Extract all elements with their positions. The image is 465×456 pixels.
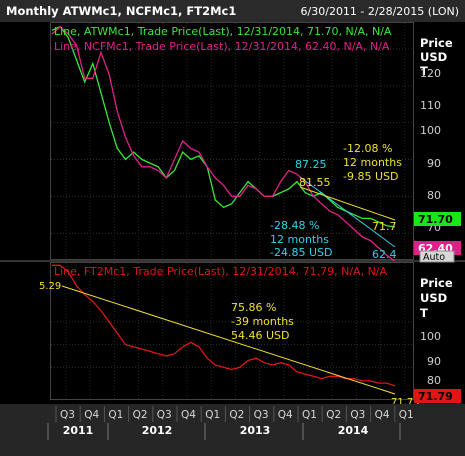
- bottom-annotations: 5.29 71.79 75.86 % -39 months 54.46 USD: [39, 281, 420, 408]
- yellow-end-value: 71.7: [372, 220, 397, 233]
- bottom-axis-title-unit: T: [420, 306, 428, 320]
- price-badge-atwmc1: 71.70: [414, 212, 461, 226]
- x-year-label: 2013: [240, 424, 271, 437]
- x-quarter-label: Q2: [326, 409, 341, 421]
- cyan-change-amount: -24.85 USD: [270, 246, 332, 259]
- series-line-ncfmc1: [51, 25, 396, 262]
- badge-ft2mc1-value: 71.79: [418, 390, 453, 403]
- yellow-start-value: 81.55: [299, 176, 331, 189]
- x-quarter-label: Q4: [278, 409, 293, 421]
- x-quarter-label: Q3: [60, 409, 75, 421]
- x-year-label: 2011: [63, 424, 94, 437]
- bottom-tick-80: 80: [427, 374, 441, 387]
- chart-title: Monthly ATWMc1, NCFMc1, FT2Mc1: [6, 4, 236, 18]
- x-quarter-label: Q3: [350, 409, 365, 421]
- date-range: 6/30/2011 - 2/28/2015 (LON): [301, 5, 459, 18]
- bottom-axis-title-price: Price: [420, 276, 453, 290]
- cyan-end-value: 62.4: [372, 248, 397, 261]
- top-tick-100: 100: [420, 124, 441, 137]
- bottom-plot-frame: [50, 262, 414, 400]
- legend-atwmc1: Line, ATWMc1, Trade Price(Last), 12/31/2…: [54, 25, 392, 38]
- top-tick-80: 80: [427, 189, 441, 202]
- cyan-start-value: 87.25: [295, 158, 327, 171]
- yellow-change-period: 12 months: [343, 156, 402, 169]
- top-axis-title-unit: T: [420, 64, 428, 78]
- x-axis-band: [0, 404, 465, 456]
- bottom-tick-100: 100: [420, 330, 441, 343]
- bottom-yellow-trendline: [61, 285, 396, 395]
- x-quarter-label: Q1: [205, 409, 220, 421]
- auto-button-bg: [419, 250, 455, 263]
- top-tick-120: 120: [420, 67, 441, 80]
- x-quarter-label: Q4: [181, 409, 196, 421]
- auto-scale-button[interactable]: Auto: [419, 250, 455, 263]
- x-year-label: 2014: [338, 424, 369, 437]
- cyan-change-period: 12 months: [270, 233, 329, 246]
- bottom-change-amount: 54.46 USD: [231, 329, 290, 342]
- bottom-tick-90: 90: [427, 355, 441, 368]
- bottom-axis-title-usd: USD: [420, 291, 447, 305]
- x-axis: Q3 Q4 Q1 Q2 Q3 Q4 Q1 Q2 Q3 Q4 Q1 Q2 Q3 Q4 Q1 2011 2012 20…: [47, 406, 414, 440]
- series-line-atwmc1: [51, 25, 396, 228]
- top-tick-90: 90: [427, 157, 441, 170]
- cyan-trendline: [299, 176, 396, 248]
- bottom-y-axis: Price USD T 100 90 80: [420, 276, 453, 387]
- x-quarter-label: Q1: [399, 409, 414, 421]
- legend-ft2mc1: Line, FT2Mc1, Trade Price(Last), 12/31/2…: [54, 265, 387, 278]
- yellow-trendline: [299, 186, 396, 221]
- yellow-change-amount: -9.85 USD: [343, 170, 398, 183]
- x-quarter-label: Q4: [375, 409, 390, 421]
- x-quarter-label: Q1: [302, 409, 317, 421]
- cyan-change-pct: -28.48 %: [270, 219, 319, 232]
- bottom-end-value: 71.79: [391, 397, 420, 408]
- header-bar: [0, 0, 465, 22]
- x-year-label: 2012: [142, 424, 173, 437]
- x-quarter-label: Q1: [108, 409, 123, 421]
- x-quarter-label: Q3: [254, 409, 269, 421]
- yellow-change-pct: -12.08 %: [343, 142, 392, 155]
- x-quarter-label: Q2: [133, 409, 148, 421]
- x-quarter-label: Q2: [229, 409, 244, 421]
- top-series-layer: [51, 25, 396, 262]
- bottom-start-value: 5.29: [39, 281, 61, 292]
- x-quarter-label: Q4: [84, 409, 99, 421]
- top-annotations: 87.25 81.55 71.7 62.4 -12.08 % 12 months…: [270, 142, 402, 261]
- bottom-change-period: -39 months: [231, 315, 294, 328]
- top-axis-title-usd: USD: [420, 50, 447, 64]
- bottom-series-layer: [52, 264, 396, 387]
- badge-atwmc1-value: 71.70: [418, 213, 453, 226]
- x-quarter-label: Q3: [157, 409, 172, 421]
- bottom-change-pct: 75.86 %: [231, 301, 276, 314]
- top-y-axis: Price USD T 120 110 100 90 80 70: [420, 36, 453, 234]
- top-plot-frame: [50, 22, 414, 260]
- auto-button-label: Auto: [423, 252, 445, 263]
- badge-ft2mc1-bg: [414, 389, 461, 403]
- legend-ncfmc1: Line, NCFMc1, Trade Price(Last), 12/31/2…: [54, 40, 390, 53]
- badge-atwmc1-bg: [414, 212, 461, 226]
- price-badge-ft2mc1: 71.79: [414, 389, 461, 403]
- top-axis-title-price: Price: [420, 36, 453, 50]
- series-line-ft2mc1: [52, 264, 396, 387]
- bottom-grid: [51, 263, 413, 399]
- top-tick-110: 110: [420, 99, 441, 112]
